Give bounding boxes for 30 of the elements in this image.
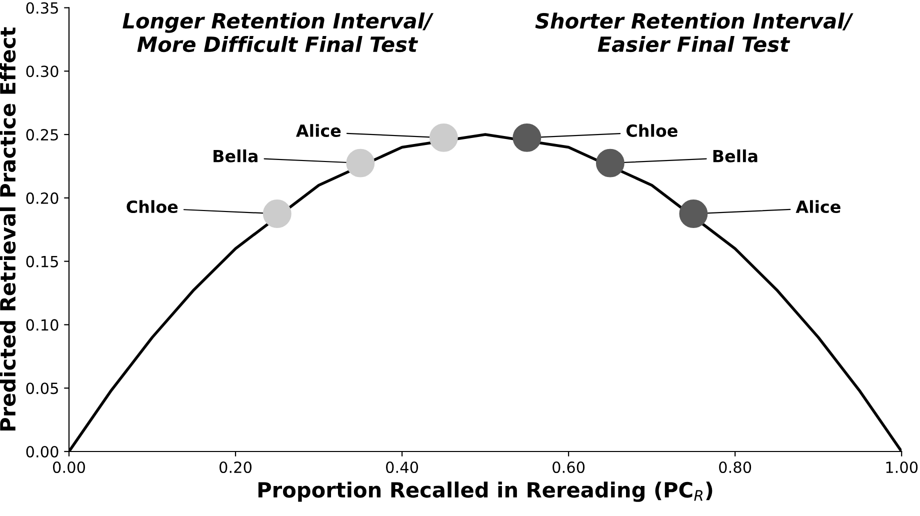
annotation: Chloe [626, 124, 678, 137]
annotation: Bella [214, 149, 258, 162]
annotation: Chloe [126, 200, 178, 214]
y-tick-label: 0.05 [26, 382, 58, 394]
x-tick-label: 0.60 [552, 461, 585, 474]
annotation: Shorter Retention Interval/ Easier Final Test [535, 12, 854, 52]
x-axis-title: Proportion Recalled in Rereading (PC$_{R}$) [258, 482, 712, 502]
y-tick-label: 0.25 [26, 128, 58, 141]
annotation: Alice [796, 200, 840, 214]
point [346, 148, 375, 178]
x-tick-label: 0.00 [53, 461, 85, 474]
y-tick-label: 0.35 [26, 2, 58, 14]
x-tick-label: 0.40 [386, 461, 418, 474]
y-tick-label: 0.00 [26, 446, 58, 458]
y-tick-label: 0.15 [26, 256, 58, 268]
annotation: Bella [713, 149, 758, 162]
x-tick-label: 0.20 [220, 461, 252, 474]
y-axis-title: Predicted Retrieval Practice Effect [0, 27, 16, 431]
y-tick-label: 0.10 [26, 319, 58, 331]
annotation: Longer Retention Interval/ More Difficult Final Test [122, 12, 434, 52]
x-tick-label: 0.80 [719, 461, 752, 474]
y-tick-label: 0.30 [26, 66, 58, 78]
annotation: Alice [296, 124, 341, 137]
point [596, 148, 624, 178]
point [262, 200, 292, 228]
x-tick-label: 1.00 [886, 461, 918, 474]
y-tick-label: 0.20 [26, 192, 58, 204]
point [512, 123, 542, 152]
point [429, 123, 458, 152]
point [679, 200, 708, 228]
